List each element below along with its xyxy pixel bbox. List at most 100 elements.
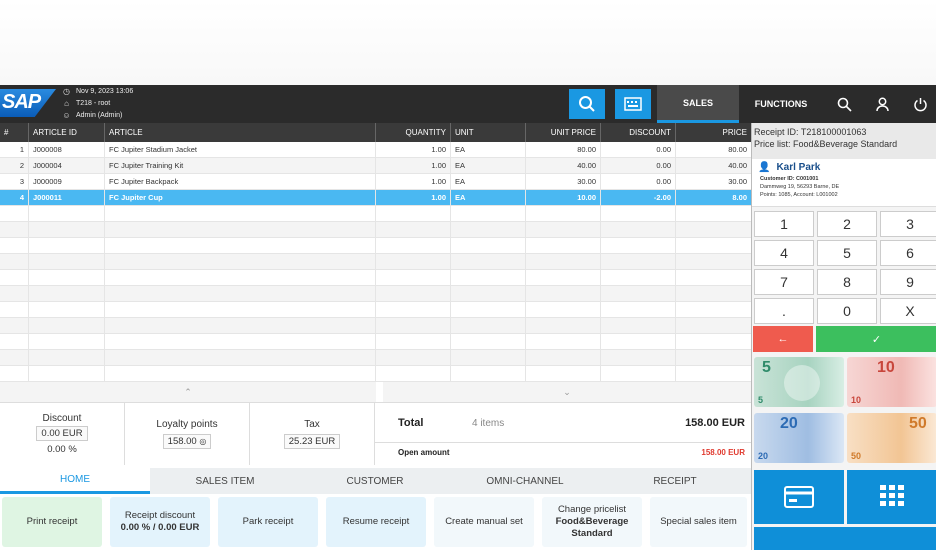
customer-name: Karl Park (776, 162, 821, 173)
discount-value: 0.00 EUR (36, 426, 88, 441)
row-article (105, 270, 376, 285)
power-button[interactable] (907, 91, 933, 117)
open-amount-label: Open amount (398, 448, 450, 457)
bill-5-button[interactable]: 5 5 (754, 357, 844, 407)
scroll-down-button[interactable]: ⌄ (383, 382, 751, 402)
right-panel: Receipt ID: T218100001063 Price list: Fo… (751, 123, 936, 550)
clock-icon: ◷ (63, 87, 70, 96)
backspace-button[interactable]: ← (753, 326, 813, 352)
key-1[interactable]: 1 (754, 211, 814, 237)
row-article-id (29, 350, 105, 365)
more-payment-button[interactable] (754, 527, 936, 550)
row-unit (451, 302, 526, 317)
total-summary: Total 4 items 158.00 EUR Open amount 158… (375, 403, 751, 465)
customer-card[interactable]: 👤 Karl Park Customer ID: C001001 Dammweg… (752, 159, 936, 207)
user-small-icon: ☺ (62, 111, 71, 120)
col-header-article-id[interactable]: ARTICLE ID (29, 123, 105, 142)
key-7[interactable]: 7 (754, 269, 814, 295)
chevron-down-icon: ⌄ (563, 386, 571, 397)
tax-cell[interactable]: Tax 25.23 EUR (250, 403, 375, 465)
discount-cell[interactable]: Discount 0.00 EUR 0.00 % (0, 403, 125, 465)
keypad-grid-icon (880, 485, 904, 506)
table-row (0, 334, 751, 350)
col-header-article[interactable]: ARTICLE (105, 123, 376, 142)
print-receipt-button[interactable]: Print receipt (2, 497, 102, 547)
card-payment-button[interactable] (754, 470, 844, 524)
resume-receipt-button[interactable]: Resume receipt (326, 497, 426, 547)
keypad-payment-button[interactable] (847, 470, 936, 524)
confirm-button[interactable]: ✓ (816, 326, 936, 352)
row-article-id (29, 302, 105, 317)
row-quantity (376, 318, 451, 333)
tab-sales[interactable]: SALES (657, 85, 739, 123)
col-header-price[interactable]: PRICE (722, 128, 747, 137)
scroll-up-button[interactable]: ⌃ (0, 382, 376, 402)
col-header-discount[interactable]: DISCOUNT (601, 123, 676, 142)
search-icon (579, 96, 595, 112)
tab-sales-item[interactable]: SALES ITEM (195, 475, 255, 487)
row-price (676, 366, 751, 381)
row-price: 30.00 (728, 177, 747, 186)
row-article-id (29, 334, 105, 349)
top-blank-area (0, 0, 936, 85)
table-row[interactable]: 3 J000009 FC Jupiter Backpack 1.00 EA 30.00 0.… (0, 174, 751, 190)
row-article-id (29, 238, 105, 253)
bill-50-button[interactable]: 50 50 (847, 413, 936, 463)
loyalty-cell[interactable]: Loyalty points 158.00 ◎ (125, 403, 250, 465)
tab-customer[interactable]: CUSTOMER (346, 475, 404, 487)
table-row (0, 270, 751, 286)
tab-home[interactable]: HOME (0, 468, 150, 494)
col-header-unit[interactable]: UNIT (451, 123, 526, 142)
table-row[interactable]: 2 J000004 FC Jupiter Training Kit 1.00 EA 40.… (0, 158, 751, 174)
row-unit (451, 286, 526, 301)
tab-functions[interactable]: FUNCTIONS (754, 99, 808, 109)
park-receipt-button[interactable]: Park receipt (218, 497, 318, 547)
tab-receipt[interactable]: RECEIPT (653, 475, 697, 487)
row-quantity: 1.00 (376, 142, 451, 157)
row-number (0, 302, 29, 317)
row-unit-price (526, 366, 601, 381)
table-row[interactable]: 1 J000008 FC Jupiter Stadium Jacket 1.00 EA 8… (0, 142, 751, 158)
row-quantity (376, 350, 451, 365)
key-decimal[interactable]: . (754, 298, 814, 324)
row-quantity (376, 286, 451, 301)
row-quantity (376, 254, 451, 269)
key-3[interactable]: 3 (880, 211, 936, 237)
key-4[interactable]: 4 (754, 240, 814, 266)
row-number (0, 222, 29, 237)
key-5[interactable]: 5 (817, 240, 877, 266)
row-price (676, 350, 751, 365)
key-2[interactable]: 2 (817, 211, 877, 237)
row-quantity (376, 222, 451, 237)
change-pricelist-button[interactable]: Change pricelist Food&Beverage Standard (542, 497, 642, 547)
items-count: 4 items (472, 418, 505, 429)
row-article (105, 254, 376, 269)
key-8[interactable]: 8 (817, 269, 877, 295)
key-clear[interactable]: X (880, 298, 936, 324)
receipt-info: Receipt ID: T218100001063 Price list: Fo… (752, 123, 936, 159)
bill-20-button[interactable]: 20 20 (754, 413, 844, 463)
col-header-unit-price[interactable]: UNIT PRICE (526, 123, 601, 142)
row-discount (601, 254, 676, 269)
col-header-quantity[interactable]: QUANTITY (376, 123, 451, 142)
key-9[interactable]: 9 (880, 269, 936, 295)
create-manual-set-button[interactable]: Create manual set (434, 497, 534, 547)
table-row[interactable]: 4 J000011 FC Jupiter Cup 1.00 EA 10.00 -2.00 8.… (0, 190, 751, 206)
tax-value: 25.23 EUR (283, 434, 341, 449)
key-6[interactable]: 6 (880, 240, 936, 266)
receipt-discount-button[interactable]: Receipt discount 0.00 % / 0.00 EUR (110, 497, 210, 547)
header-search-button[interactable] (831, 91, 857, 117)
keyboard-button[interactable] (615, 89, 651, 119)
bill-5-value: 5 (762, 359, 771, 376)
tab-omni-channel[interactable]: OMNI-CHANNEL (486, 475, 564, 487)
col-header-number[interactable]: # (0, 123, 29, 142)
bill-10-button[interactable]: 10 10 (847, 357, 936, 407)
row-number (0, 206, 29, 221)
user-button[interactable] (869, 91, 895, 117)
search-button[interactable] (569, 89, 605, 119)
grid-header: # ARTICLE ID ARTICLE QUANTITY UNIT UNIT … (0, 123, 751, 142)
key-0[interactable]: 0 (817, 298, 877, 324)
chevron-up-icon: ⌃ (184, 386, 192, 397)
special-sales-item-button[interactable]: Special sales item (650, 497, 747, 547)
row-discount (601, 286, 676, 301)
